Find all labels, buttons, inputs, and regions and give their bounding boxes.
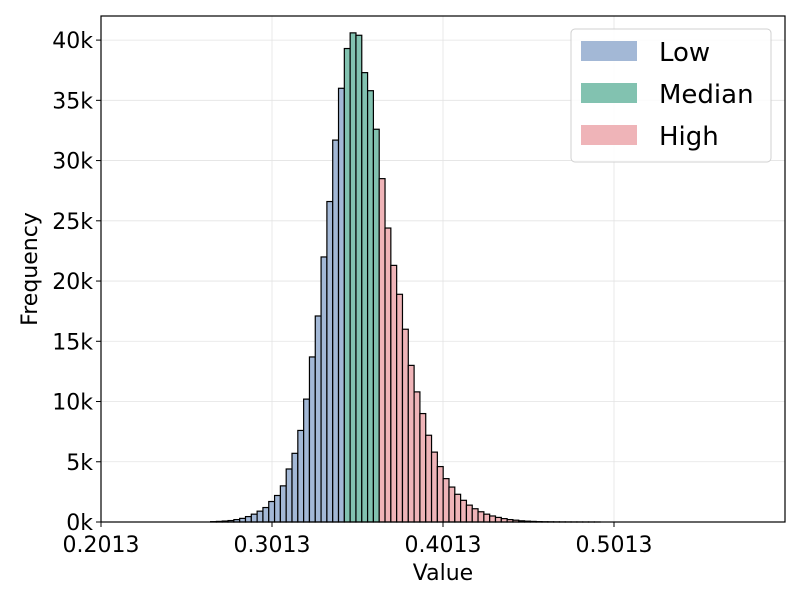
bar-median (349, 32, 357, 523)
legend: Low Median High (570, 28, 772, 163)
y-tick-label: 25k (52, 210, 93, 235)
bar-low (326, 200, 334, 523)
legend-label-high: High (659, 122, 719, 152)
bar-low (273, 494, 281, 523)
bar-low (320, 256, 328, 523)
y-tick-label: 30k (52, 150, 93, 175)
bar-high (477, 511, 485, 523)
bar-high (384, 227, 392, 523)
bar-low (314, 315, 322, 523)
bar-high (494, 516, 502, 523)
bar-high (489, 515, 497, 523)
bar-high (407, 364, 415, 523)
bar-high (419, 412, 427, 523)
x-tick-label: 0.4013 (405, 533, 482, 558)
bar-high (390, 264, 398, 523)
legend-swatch-high (581, 125, 637, 145)
bar-median (343, 47, 351, 523)
bar-low (279, 485, 287, 523)
bar-high (401, 328, 409, 523)
y-tick-label: 35k (52, 89, 93, 114)
bar-low (250, 513, 258, 523)
legend-swatch-median (581, 83, 637, 103)
bar-high (425, 434, 433, 523)
y-tick-label: 0k (66, 511, 93, 536)
bar-median (361, 72, 369, 523)
bar-low (337, 87, 345, 523)
bar-high (454, 493, 462, 523)
bar-low (332, 139, 340, 523)
legend-label-median: Median (659, 80, 754, 110)
x-tick-label: 0.2013 (63, 533, 140, 558)
y-tick-label: 5k (66, 451, 93, 476)
y-tick-label: 15k (52, 330, 93, 355)
bar-low (303, 398, 311, 523)
bar-low (244, 515, 252, 523)
bar-low (285, 468, 293, 523)
bar-high (442, 478, 450, 523)
x-axis-label: Value (413, 561, 473, 586)
bar-high (413, 391, 421, 523)
y-axis-label: Frequency (18, 212, 43, 326)
bar-low (308, 356, 316, 523)
y-tick-label: 10k (52, 391, 93, 416)
x-tick-label: 0.3013 (234, 533, 311, 558)
y-tick-label: 20k (52, 270, 93, 295)
legend-swatch-low (581, 41, 637, 61)
bar-high (430, 451, 438, 523)
x-tick-label: 0.5013 (576, 533, 653, 558)
bar-low (262, 506, 270, 523)
bar-low (268, 500, 276, 523)
bar-high (396, 293, 404, 523)
axis-ticks: 0.2013 0.3013 0.4013 0.5013 0k 5k 10k 15k 20k 25k… (52, 29, 652, 558)
bar-high (460, 499, 468, 523)
bar-high (471, 508, 479, 523)
bar-high (465, 504, 473, 523)
bar-low (297, 429, 305, 523)
bar-median (355, 34, 363, 523)
bar-high (448, 486, 456, 523)
bar-low (256, 510, 264, 523)
bar-median (366, 90, 375, 523)
bar-high (378, 178, 386, 523)
histogram-bars (210, 32, 601, 523)
y-tick-label: 40k (52, 29, 93, 54)
legend-label-low: Low (659, 38, 710, 68)
bar-high (436, 465, 444, 523)
bar-high (483, 513, 491, 523)
bar-low (291, 452, 299, 523)
bar-median (372, 128, 380, 523)
